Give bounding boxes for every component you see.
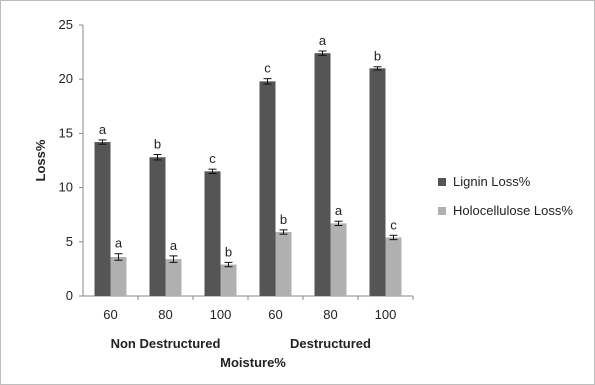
legend-label-holocellulose: Holocellulose Loss% — [453, 203, 573, 218]
significance-label: a — [115, 236, 123, 251]
bar-lignin-loss — [369, 68, 386, 296]
legend-swatch-holocellulose — [438, 207, 446, 215]
bar-lignin-loss — [204, 171, 221, 296]
legend-swatch-lignin — [438, 178, 446, 186]
y-tick-label: 0 — [66, 288, 73, 303]
y-tick-label: 20 — [59, 71, 73, 86]
x-tick-label: 100 — [210, 307, 232, 322]
x-tick-label: 80 — [323, 307, 337, 322]
significance-label: b — [154, 137, 161, 152]
legend: Lignin Loss% Holocellulose Loss% — [438, 174, 573, 218]
x-tick-label: 60 — [268, 307, 282, 322]
x-tick-label: 60 — [103, 307, 117, 322]
significance-label: a — [335, 203, 343, 218]
group-label-destructured: Destructured — [290, 336, 371, 351]
significance-label: a — [170, 238, 178, 253]
significance-label: c — [209, 151, 216, 166]
bar-lignin-loss — [259, 81, 276, 296]
bar-holocellulose-loss — [220, 264, 237, 296]
bar-holocellulose-loss — [110, 256, 127, 296]
y-axis-title: Loss% — [33, 139, 48, 181]
significance-label: b — [225, 244, 232, 259]
significance-label: b — [374, 49, 381, 64]
bar-holocellulose-loss — [385, 237, 402, 296]
x-tick-label: 80 — [158, 307, 172, 322]
bar-lignin-loss — [94, 142, 111, 296]
bar-holocellulose-loss — [275, 232, 292, 296]
significance-label: c — [264, 61, 271, 76]
significance-label: a — [99, 122, 107, 137]
group-label-non-destructured: Non Destructured — [111, 336, 221, 351]
significance-label: c — [390, 217, 397, 232]
labels: a a b a c b c b a a b c — [99, 33, 397, 259]
x-tick-label: 100 — [375, 307, 397, 322]
bar-lignin-loss — [314, 53, 331, 297]
significance-label: b — [280, 212, 287, 227]
x-axis-title: Moisture% — [220, 355, 286, 370]
axes: 0 5 10 15 20 25 Loss% 60 80 100 60 80 100 Non Destruc… — [33, 17, 414, 370]
y-tick-label: 5 — [66, 234, 73, 249]
bars — [94, 50, 402, 297]
bar-holocellulose-loss — [165, 259, 182, 296]
significance-label: a — [319, 33, 327, 48]
bar-lignin-loss — [149, 157, 166, 296]
y-tick-label: 10 — [59, 180, 73, 195]
y-tick-label: 25 — [59, 17, 73, 32]
y-tick-label: 15 — [59, 125, 73, 140]
bar-holocellulose-loss — [330, 223, 347, 296]
legend-label-lignin: Lignin Loss% — [453, 174, 531, 189]
